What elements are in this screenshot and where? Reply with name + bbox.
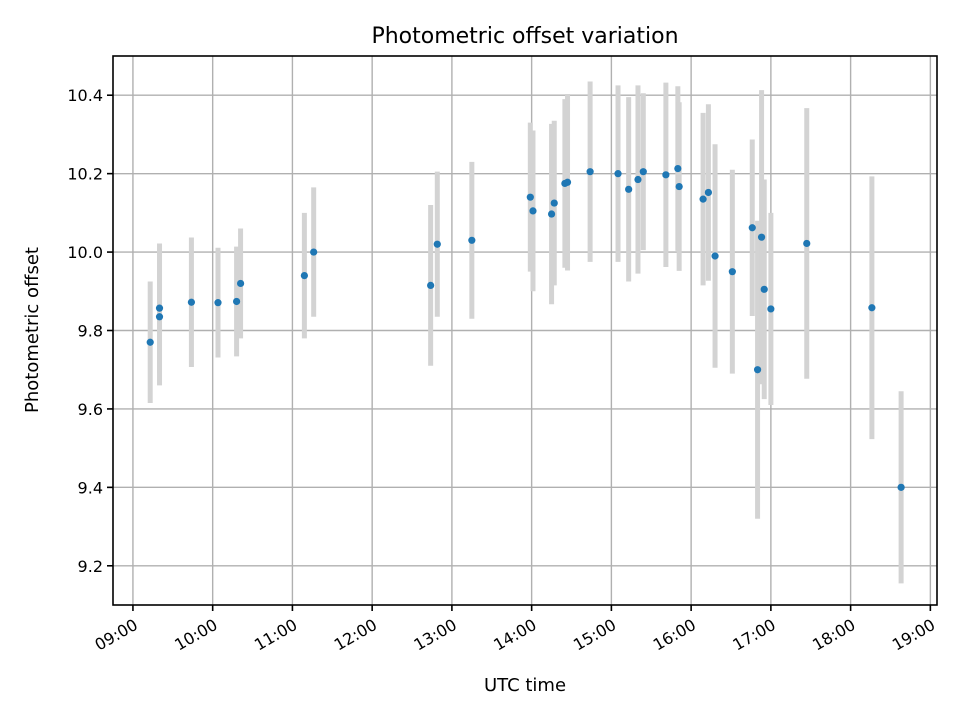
data-point — [614, 170, 622, 178]
data-point — [728, 268, 736, 276]
x-tick-label: 17:00 — [729, 615, 778, 655]
data-point — [427, 281, 435, 290]
data-point — [586, 168, 594, 176]
x-axis-title: UTC time — [484, 675, 566, 696]
data-point — [547, 210, 556, 218]
data-point — [550, 199, 558, 207]
x-tick-label: 11:00 — [251, 615, 300, 655]
data-point — [236, 279, 245, 288]
data-points — [146, 164, 905, 491]
data-point — [753, 366, 762, 374]
y-tick-label: 10.0 — [67, 243, 103, 262]
x-tick-label: 13:00 — [410, 615, 459, 655]
data-point — [757, 233, 766, 241]
y-axis-ticks: 9.2 9.4 9.6 9.8 10.0 10.2 10.4 — [67, 86, 113, 576]
data-point — [803, 239, 811, 248]
data-point — [233, 297, 241, 306]
data-point — [748, 224, 756, 232]
y-tick-label: 10.4 — [67, 86, 103, 105]
data-point — [675, 182, 683, 191]
data-point — [711, 252, 719, 260]
data-point — [146, 338, 154, 346]
data-point — [526, 193, 534, 201]
data-point — [155, 304, 164, 312]
data-point — [674, 164, 682, 173]
data-point — [187, 298, 196, 306]
y-tick-label: 9.4 — [78, 478, 103, 497]
data-point — [662, 171, 670, 179]
x-tick-label: 09:00 — [92, 615, 141, 655]
y-tick-label: 9.8 — [78, 322, 103, 341]
x-axis-ticks: 09:00 10:00 11:00 12:00 13:00 14:00 15:00 16:00… — [92, 605, 938, 655]
data-point — [760, 285, 768, 293]
data-point — [300, 272, 308, 280]
x-tick-label: 18:00 — [809, 615, 858, 655]
data-point — [699, 195, 707, 203]
data-point — [634, 175, 642, 184]
y-axis-title: Photometric offset — [22, 247, 43, 413]
data-point — [639, 168, 647, 176]
x-tick-label: 15:00 — [570, 615, 619, 655]
y-tick-label: 9.2 — [78, 557, 103, 576]
data-point — [868, 304, 876, 312]
data-point — [433, 240, 441, 248]
x-tick-label: 16:00 — [650, 615, 699, 655]
data-point — [563, 178, 572, 186]
x-tick-label: 12:00 — [331, 615, 380, 655]
data-point — [625, 185, 633, 193]
chart-title: Photometric offset variation — [371, 24, 678, 49]
x-tick-label: 19:00 — [889, 615, 938, 655]
data-point — [767, 305, 775, 313]
data-point — [529, 207, 537, 215]
y-tick-label: 10.2 — [67, 165, 103, 184]
data-point — [704, 188, 713, 197]
y-tick-label: 9.6 — [78, 400, 103, 419]
data-point — [468, 236, 476, 244]
data-point — [214, 299, 222, 307]
data-point — [897, 483, 905, 491]
x-tick-label: 14:00 — [490, 615, 539, 655]
data-point — [155, 313, 164, 321]
error-bars — [147, 81, 904, 584]
x-tick-label: 10:00 — [171, 615, 220, 655]
data-point — [310, 248, 318, 256]
